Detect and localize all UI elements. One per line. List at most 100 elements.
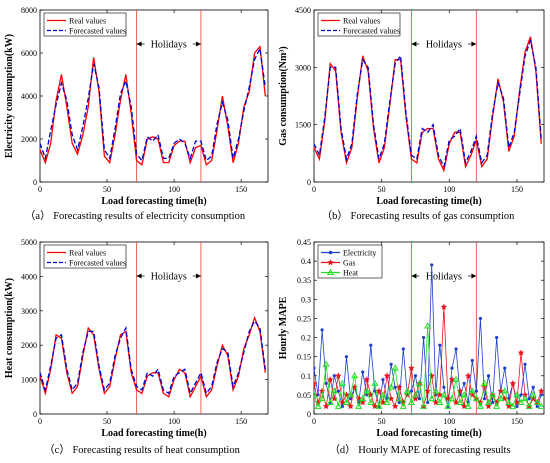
y-tick-label: 0.25: [297, 314, 311, 323]
point-electricity: [340, 404, 345, 408]
point-heat: [444, 402, 452, 409]
x-tick-label: 100: [443, 417, 455, 426]
point-electricity: [316, 393, 320, 397]
legend-marker: [328, 250, 333, 255]
point-gas: [391, 402, 399, 410]
point-heat: [513, 391, 521, 398]
plot-area: [39, 241, 269, 415]
series-group: [314, 263, 544, 410]
point-heat: [493, 402, 501, 409]
point-heat: [391, 364, 399, 371]
x-tick-label: 0: [38, 185, 42, 194]
point-heat: [342, 398, 350, 405]
point-gas: [440, 303, 448, 310]
caption: （b） Forecasting results of gas consumpti…: [322, 210, 516, 222]
y-tick-label: 0.05: [297, 391, 311, 400]
point-electricity: [454, 347, 458, 351]
point-heat: [472, 394, 480, 402]
point-electricity: [320, 328, 324, 332]
series-group: [314, 36, 542, 173]
point-heat: [399, 402, 407, 409]
y-tick-label: 4000: [21, 272, 37, 281]
x-tick-label: 0: [312, 417, 316, 426]
point-electricity: [515, 404, 519, 408]
point-electricity: [393, 385, 397, 389]
point-electricity: [397, 400, 401, 405]
point-electricity: [324, 381, 328, 386]
series-line-heat: [314, 326, 542, 408]
point-electricity: [430, 263, 434, 267]
point-electricity: [373, 389, 377, 393]
point-heat: [497, 394, 505, 402]
point-heat: [326, 398, 334, 405]
point-gas: [335, 372, 342, 379]
point-heat: [452, 375, 460, 383]
y-axis-label: Gas consumption(Nm³): [278, 46, 289, 145]
point-heat: [363, 387, 371, 394]
arrowhead-left: [411, 41, 417, 47]
point-heat: [367, 398, 375, 405]
y-tick-label: 8000: [21, 6, 37, 15]
point-gas: [363, 376, 371, 383]
point-heat: [456, 398, 464, 405]
x-tick-label: 50: [103, 417, 111, 426]
y-axis-label: Heat consumption(kW): [4, 278, 15, 378]
legend-label: Heat: [343, 269, 359, 278]
point-heat: [485, 398, 493, 405]
point-heat: [436, 398, 444, 405]
point-heat: [533, 398, 541, 405]
holiday-label: Holidays: [151, 272, 187, 283]
y-tick-label: 3000: [295, 63, 311, 72]
y-tick-label: 0.1: [301, 372, 311, 381]
point-electricity: [478, 316, 483, 321]
legend-label: Electricity: [343, 249, 376, 258]
point-gas: [517, 349, 525, 356]
arrowhead-right: [471, 41, 477, 47]
point-electricity: [535, 404, 539, 408]
caption: （a） Forecasting results of electricity c…: [25, 210, 246, 222]
point-gas: [387, 395, 395, 402]
arrowhead-left: [411, 273, 417, 279]
x-tick-label: 50: [378, 417, 386, 426]
x-axis-label: Load forecasting time(h): [101, 428, 206, 439]
legend-box: [317, 12, 401, 37]
y-axis-label: Hourly MAPE: [278, 296, 289, 359]
plot-area: [313, 9, 545, 183]
x-tick-label: 0: [312, 185, 316, 194]
series-line-forecasted-values: [314, 38, 542, 169]
point-heat: [440, 391, 448, 398]
x-tick-label: 150: [235, 417, 247, 426]
series-group: [40, 44, 266, 166]
x-tick-label: 100: [443, 185, 455, 194]
legend-marker: [326, 268, 335, 275]
point-heat: [347, 391, 355, 398]
point-heat: [379, 391, 387, 398]
point-gas: [424, 387, 431, 394]
caption: （d） Hourly MAPE of forecasting results: [329, 444, 510, 456]
x-axis-label: Load forecasting time(h): [376, 428, 481, 439]
legend-marker: [327, 258, 334, 266]
x-tick-label: 0: [38, 417, 42, 426]
point-heat: [468, 387, 476, 394]
point-heat: [411, 391, 419, 398]
point-heat: [403, 387, 411, 394]
point-heat: [509, 402, 517, 409]
y-tick-label: 0: [307, 410, 311, 419]
y-axis-label: Electricity consumption(kW): [4, 34, 15, 158]
point-heat: [355, 402, 363, 409]
panel-d: Holidays 0 50 100 150 0 0.05 0.1 0.15 0.2 0.25 0.3 0…: [278, 238, 545, 456]
y-tick-label: 6000: [21, 49, 37, 58]
holiday-label: Holidays: [426, 272, 462, 283]
point-heat: [464, 402, 472, 409]
point-electricity: [348, 397, 353, 401]
legend-label: Forecasted values: [69, 27, 126, 36]
point-heat: [416, 379, 424, 386]
y-tick-label: 5000: [21, 238, 37, 247]
point-electricity: [519, 393, 523, 397]
point-electricity: [486, 374, 491, 378]
x-tick-label: 150: [511, 185, 523, 194]
